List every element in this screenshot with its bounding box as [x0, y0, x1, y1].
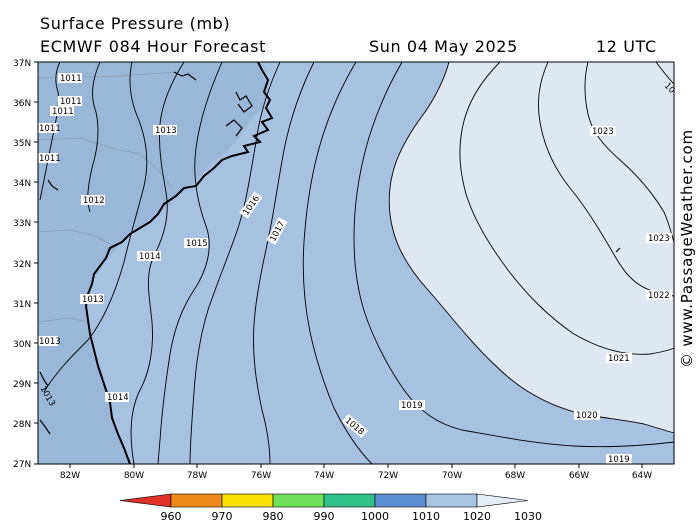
lon-label-66w: 66W — [569, 471, 589, 481]
svg-text:1011: 1011 — [60, 97, 82, 107]
isobar-label-1020: 1020 — [574, 410, 600, 421]
lon-label-80w: 80W — [124, 471, 144, 481]
isobar-label-1011b: 1011 — [58, 96, 82, 107]
forecast-date: Sun 04 May 2025 — [369, 37, 518, 56]
lat-label-34n: 34N — [13, 179, 31, 189]
svg-text:1022: 1022 — [648, 291, 670, 301]
isobar-label-1011a: 1011 — [58, 73, 82, 84]
svg-text:1021: 1021 — [608, 354, 630, 364]
isobar-label-1019b: 1019 — [606, 454, 632, 465]
isobar-label-1015: 1015 — [184, 238, 208, 249]
svg-text:1013: 1013 — [155, 126, 177, 136]
isobar-label-1023a: 1023 — [590, 126, 616, 137]
isobar-label-1019a: 1019 — [399, 400, 425, 411]
lat-label-27n: 27N — [13, 460, 31, 470]
isobar-label-1022: 1022 — [646, 290, 672, 301]
isobar-label-1013b: 1013 — [80, 294, 104, 305]
lat-label-30n: 30N — [13, 340, 31, 350]
lat-label-29n: 29N — [13, 380, 31, 390]
land-area — [38, 62, 270, 464]
svg-text:1013: 1013 — [39, 337, 61, 347]
lon-label-76w: 76W — [251, 471, 271, 481]
svg-text:1019: 1019 — [401, 401, 423, 411]
isobar-label-1011e: 1011 — [38, 153, 61, 164]
map-title: Surface Pressure (mb) — [40, 14, 231, 33]
isobar-label-1014b: 1014 — [105, 392, 129, 403]
lat-axis — [34, 61, 38, 465]
isobar-label-1012: 1012 — [81, 195, 105, 206]
lon-label-82w: 82W — [60, 471, 80, 481]
svg-text:1014: 1014 — [107, 393, 129, 403]
lat-label-33n: 33N — [13, 219, 31, 229]
lat-label-28n: 28N — [13, 420, 31, 430]
isobar-label-1021: 1021 — [606, 353, 632, 364]
svg-text:1014: 1014 — [139, 252, 161, 262]
lat-label-32n: 32N — [13, 260, 31, 270]
isobar-label-1013a: 1013 — [153, 125, 177, 136]
coastline — [84, 61, 274, 465]
lat-label-36n: 36N — [13, 99, 31, 109]
credit-text: © www.PassageWeather.com — [678, 129, 696, 368]
svg-text:1011: 1011 — [60, 74, 82, 84]
svg-text:1011: 1011 — [39, 154, 61, 164]
svg-text:1011: 1011 — [52, 107, 74, 117]
svg-text:1015: 1015 — [186, 239, 208, 249]
svg-text:1019: 1019 — [608, 455, 630, 465]
lat-label-35n: 35N — [13, 139, 31, 149]
lat-labels: 37N 36N 35N 34N 33N 32N 31N 30N 29N 28N … — [13, 59, 31, 470]
forecast-time: 12 UTC — [596, 37, 657, 56]
lat-label-31n: 31N — [13, 300, 31, 310]
svg-text:1020: 1020 — [576, 411, 598, 421]
isobar-label-1013c: 1013 — [38, 336, 61, 347]
lon-label-70w: 70W — [442, 471, 462, 481]
barrier-islands — [39, 71, 621, 435]
svg-text:1023: 1023 — [592, 127, 614, 137]
lon-labels: 82W 80W 78W 76W 74W 72W 70W 68W 66W 64W — [60, 471, 652, 481]
svg-text:1023: 1023 — [648, 234, 670, 244]
model-forecast-label: ECMWF 084 Hour Forecast — [40, 37, 266, 56]
svg-text:1013: 1013 — [82, 295, 104, 305]
lon-label-72w: 72W — [378, 471, 398, 481]
isobars — [39, 61, 675, 465]
lon-axis — [69, 464, 643, 468]
isobar-label-1011d: 1011 — [38, 123, 61, 134]
svg-text:1012: 1012 — [83, 196, 105, 206]
lon-label-68w: 68W — [505, 471, 525, 481]
lon-label-78w: 78W — [187, 471, 207, 481]
svg-text:1011: 1011 — [39, 124, 61, 134]
isobar-label-1011c: 1011 — [50, 106, 74, 117]
lon-label-74w: 74W — [314, 471, 334, 481]
lon-label-64w: 64W — [632, 471, 652, 481]
isobar-label-1023b: 1023 — [646, 233, 672, 244]
isobar-labels: 1011 1011 1011 1011 1011 1013 1012 1014 … — [37, 73, 677, 465]
lat-label-37n: 37N — [13, 59, 31, 69]
isobar-label-1014a: 1014 — [137, 251, 161, 262]
